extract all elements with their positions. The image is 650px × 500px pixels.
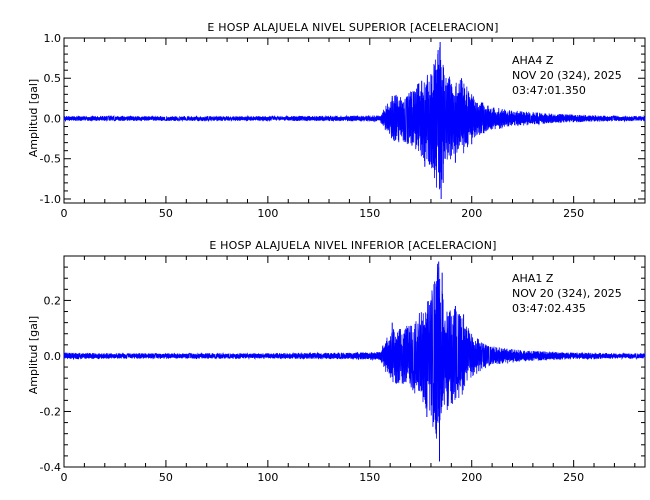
x-tick-label: 250 (563, 471, 584, 484)
waveform-series (63, 47, 646, 190)
y-tick-label: 1.0 (44, 32, 62, 45)
y-axis-label: Amplitud [gal] (27, 79, 40, 157)
x-tick-label: 150 (359, 207, 380, 220)
y-tick-label: -0.4 (40, 461, 61, 474)
x-tick-label: 200 (461, 471, 482, 484)
y-tick-label: 0.0 (44, 350, 62, 363)
x-tick-label: 0 (61, 471, 68, 484)
date-label: NOV 20 (324), 2025 (512, 287, 622, 300)
chart-title: E HOSP ALAJUELA NIVEL SUPERIOR [ACELERAC… (207, 21, 498, 34)
time-label: 03:47:02.435 (512, 302, 586, 315)
x-tick-label: 0 (61, 207, 68, 220)
y-tick-label: 0.5 (44, 72, 62, 85)
plot-frame (63, 255, 646, 468)
y-tick-label: -0.2 (40, 405, 61, 418)
date-label: NOV 20 (324), 2025 (512, 69, 622, 82)
y-tick-label: -0.5 (40, 153, 61, 166)
x-tick-label: 100 (257, 471, 278, 484)
panel-bottom: E HOSP ALAJUELA NIVEL INFERIOR [ACELERAC… (27, 239, 646, 484)
x-tick-label: 50 (159, 207, 173, 220)
station-label: AHA1 Z (512, 272, 554, 285)
panel-top: E HOSP ALAJUELA NIVEL SUPERIOR [ACELERAC… (27, 21, 646, 220)
chart-title: E HOSP ALAJUELA NIVEL INFERIOR [ACELERAC… (209, 239, 496, 252)
y-axis-label: Amplitud [gal] (27, 316, 40, 394)
y-tick-label: 0.0 (44, 112, 62, 125)
time-label: 03:47:01.350 (512, 84, 586, 97)
y-tick-label: -1.0 (40, 193, 61, 206)
y-tick-label: 0.2 (44, 294, 62, 307)
x-tick-label: 100 (257, 207, 278, 220)
x-tick-label: 250 (563, 207, 584, 220)
x-tick-label: 200 (461, 207, 482, 220)
station-label: AHA4 Z (512, 54, 554, 67)
x-tick-label: 150 (359, 471, 380, 484)
waveform-series (63, 263, 646, 446)
x-tick-label: 50 (159, 471, 173, 484)
